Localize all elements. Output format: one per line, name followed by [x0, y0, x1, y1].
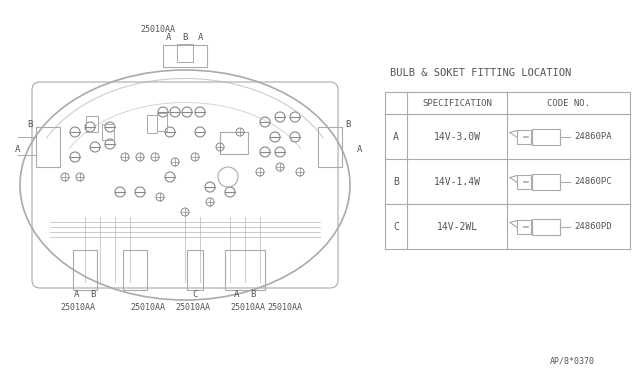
- Text: B: B: [393, 176, 399, 186]
- Text: 25010AA: 25010AA: [230, 303, 265, 312]
- Text: 25010AA: 25010AA: [140, 25, 175, 34]
- Bar: [517, 219, 531, 234]
- Bar: [220, 132, 248, 154]
- Text: A: A: [166, 33, 172, 42]
- Text: AP/8*0370: AP/8*0370: [550, 357, 595, 366]
- Text: CODE NO.: CODE NO.: [547, 99, 590, 108]
- Text: B: B: [182, 33, 188, 42]
- Text: 14V-2WL: 14V-2WL: [436, 221, 477, 231]
- Bar: [532, 173, 560, 189]
- Bar: [225, 250, 265, 290]
- Text: B: B: [90, 290, 96, 299]
- Text: C: C: [393, 221, 399, 231]
- Text: 24860PC: 24860PC: [574, 177, 612, 186]
- Text: A: A: [15, 145, 20, 154]
- Text: A: A: [234, 290, 240, 299]
- Text: B: B: [346, 120, 351, 129]
- Text: SPECIFICATION: SPECIFICATION: [422, 99, 492, 108]
- Text: 14V-3.0W: 14V-3.0W: [433, 131, 481, 141]
- Bar: [73, 250, 97, 290]
- Text: C: C: [192, 290, 198, 299]
- Text: 24860PD: 24860PD: [574, 222, 612, 231]
- Bar: [147, 115, 157, 133]
- Bar: [102, 124, 114, 140]
- Text: B: B: [28, 120, 33, 129]
- Text: A: A: [74, 290, 80, 299]
- Bar: [532, 128, 560, 144]
- Bar: [123, 250, 147, 290]
- Bar: [532, 218, 560, 234]
- Bar: [157, 113, 167, 131]
- Text: BULB & SOKET FITTING LOCATION: BULB & SOKET FITTING LOCATION: [390, 68, 572, 78]
- Bar: [517, 129, 531, 144]
- Bar: [163, 45, 207, 67]
- Bar: [177, 44, 193, 62]
- Text: A: A: [198, 33, 204, 42]
- Text: 25010AA: 25010AA: [60, 303, 95, 312]
- Bar: [86, 116, 98, 132]
- Bar: [187, 250, 203, 290]
- Text: 14V-1.4W: 14V-1.4W: [433, 176, 481, 186]
- Bar: [36, 127, 60, 167]
- Text: 25010AA: 25010AA: [130, 303, 165, 312]
- Bar: [318, 127, 342, 167]
- Text: B: B: [250, 290, 256, 299]
- Bar: [385, 92, 630, 249]
- Bar: [517, 174, 531, 189]
- Text: 25010AA: 25010AA: [175, 303, 210, 312]
- Text: 24860PA: 24860PA: [574, 132, 612, 141]
- Text: 25010AA: 25010AA: [267, 303, 302, 312]
- Text: A: A: [357, 145, 363, 154]
- Text: A: A: [393, 131, 399, 141]
